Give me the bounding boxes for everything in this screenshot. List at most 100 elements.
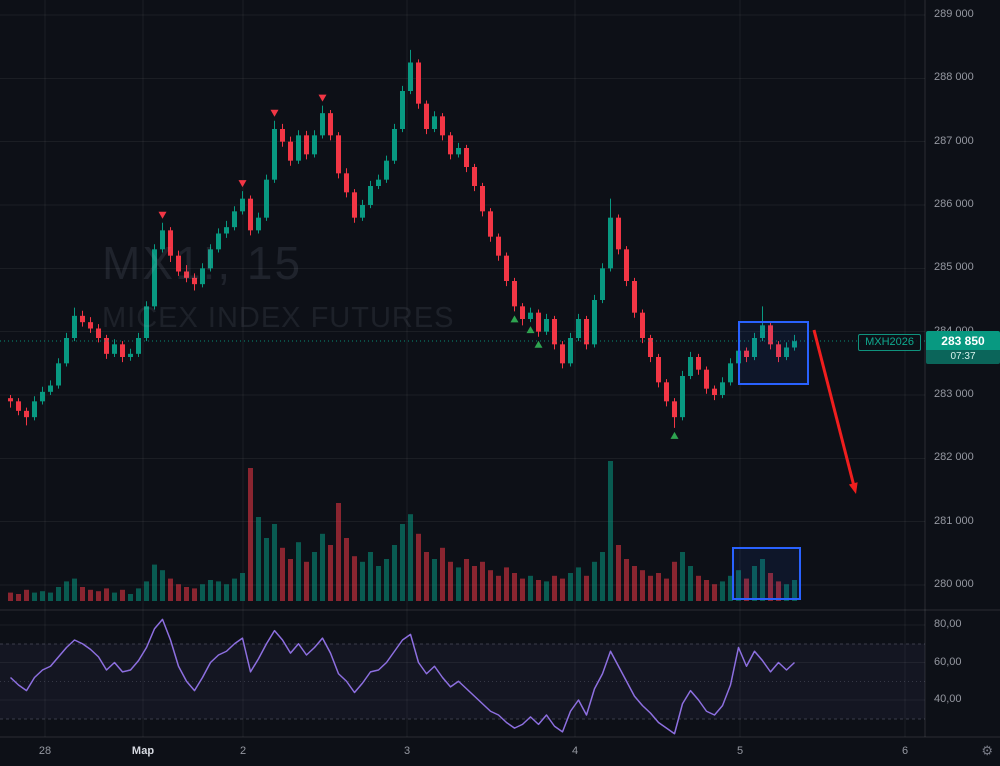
- time-axis-label: 5: [736, 745, 744, 757]
- candle-body: [376, 179, 381, 186]
- time-axis-label: 28: [38, 745, 52, 757]
- candle-body: [544, 319, 549, 332]
- candle-body: [112, 344, 117, 354]
- volume-bar: [656, 573, 661, 601]
- buy-marker-icon: [670, 431, 679, 439]
- candle-body: [664, 382, 669, 402]
- drawing-arrow[interactable]: [812, 329, 856, 488]
- candle-body: [648, 338, 653, 357]
- volume-bar: [584, 575, 589, 601]
- time-axis[interactable]: ⚙ 28 Мар 2 3 4 5 6: [0, 737, 1000, 766]
- last-price-badge: 283 850 07:37: [926, 331, 1000, 364]
- candle-body: [224, 227, 229, 234]
- volume-bar: [208, 580, 213, 601]
- candle-body: [296, 135, 301, 161]
- volume-bar: [288, 559, 293, 601]
- sell-marker-icon: [158, 211, 167, 219]
- volume-bar: [688, 566, 693, 601]
- volume-bar: [72, 578, 77, 601]
- volume-bar: [680, 552, 685, 601]
- candle-body: [512, 281, 517, 307]
- candle-body: [248, 198, 253, 231]
- candle-body: [464, 148, 469, 167]
- drawing-arrow-head[interactable]: [848, 482, 858, 494]
- candle-body: [536, 312, 541, 332]
- volume-bar: [600, 552, 605, 601]
- volume-bar: [480, 561, 485, 601]
- candle-body: [312, 135, 317, 155]
- volume-bar: [48, 592, 53, 601]
- volume-bar: [608, 461, 613, 601]
- axis-settings-icon[interactable]: ⚙: [981, 743, 993, 758]
- candle-body: [392, 129, 397, 161]
- volume-bar: [400, 524, 405, 601]
- volume-bar: [552, 575, 557, 601]
- volume-bar: [416, 533, 421, 601]
- candle-body: [352, 192, 357, 218]
- time-axis-label: 2: [239, 745, 247, 757]
- candle-body: [656, 357, 661, 383]
- volume-bar: [320, 533, 325, 601]
- candle-body: [264, 179, 269, 218]
- candle-body: [776, 344, 781, 357]
- candle-body: [608, 217, 613, 269]
- candle-body: [328, 113, 333, 136]
- candle-body: [144, 306, 149, 338]
- candle-body: [216, 233, 221, 250]
- candle-body: [760, 325, 765, 338]
- volume-bar: [96, 591, 101, 601]
- volume-bar: [512, 573, 517, 601]
- volume-bar: [256, 517, 261, 601]
- volume-bar: [32, 592, 37, 601]
- candle-body: [752, 338, 757, 357]
- candle-body: [344, 173, 349, 193]
- candle-body: [576, 319, 581, 338]
- volume-bar: [176, 584, 181, 601]
- candle-body: [240, 198, 245, 212]
- candle-body: [200, 268, 205, 285]
- volume-bar: [112, 592, 117, 601]
- candle-body: [616, 217, 621, 250]
- sell-marker-icon: [238, 180, 247, 188]
- candle-body: [568, 338, 573, 364]
- volume-bar: [136, 588, 141, 601]
- volume-bar: [360, 561, 365, 601]
- volume-bar: [144, 581, 149, 601]
- buy-marker-icon: [534, 340, 543, 348]
- candle-body: [456, 148, 461, 155]
- volume-bar: [624, 559, 629, 601]
- candle-body: [584, 319, 589, 345]
- volume-bar: [576, 567, 581, 601]
- candle-body: [704, 369, 709, 389]
- volume-bar: [88, 589, 93, 601]
- volume-bar: [664, 578, 669, 601]
- candle-body: [304, 135, 309, 155]
- volume-bar: [632, 566, 637, 601]
- candle-body: [560, 344, 565, 364]
- volume-bar: [160, 570, 165, 601]
- candle-body: [600, 268, 605, 300]
- drawing-rectangle[interactable]: [738, 321, 809, 385]
- candle-body: [448, 135, 453, 155]
- candle-body: [56, 363, 61, 386]
- candle-body: [232, 211, 237, 228]
- candle-body: [272, 129, 277, 180]
- candle-body: [496, 236, 501, 256]
- candle-body: [720, 382, 725, 395]
- volume-bar: [368, 552, 373, 601]
- candle-body: [96, 328, 101, 338]
- volume-bar: [752, 566, 757, 601]
- volume-bar: [64, 581, 69, 601]
- bar-countdown: 07:37: [926, 350, 1000, 364]
- drawing-rectangle[interactable]: [732, 547, 801, 600]
- candle-body: [672, 401, 677, 418]
- candle-body: [40, 391, 45, 402]
- candle-body: [184, 271, 189, 278]
- candle-body: [192, 277, 197, 285]
- price-axis-label: 283 000: [934, 388, 974, 400]
- volume-bar: [784, 584, 789, 601]
- volume-bar: [440, 547, 445, 601]
- candle-body: [72, 315, 77, 338]
